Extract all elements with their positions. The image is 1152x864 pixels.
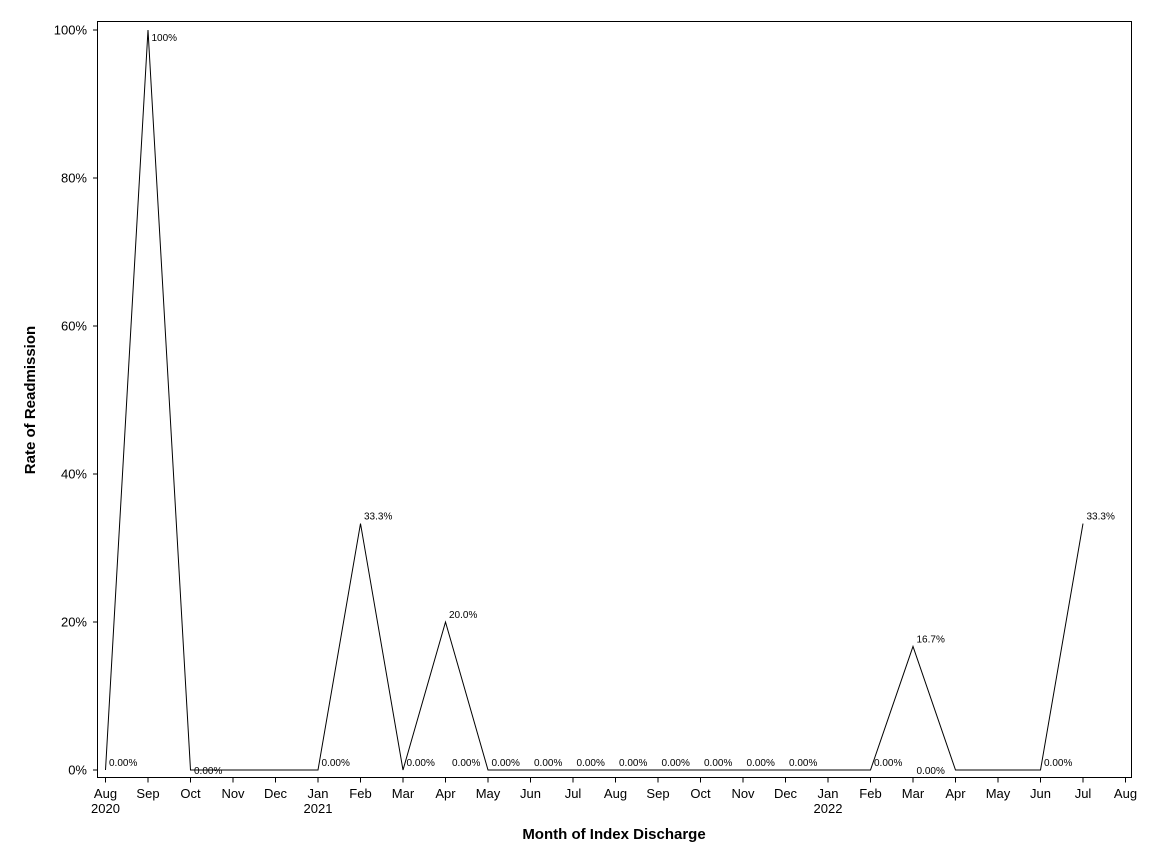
data-label: 0.00% xyxy=(1044,758,1072,769)
y-tick-label: 60% xyxy=(61,319,87,334)
data-label: 0.00% xyxy=(194,766,222,777)
x-tick-label: Jun xyxy=(1030,786,1051,801)
x-tick-label: Jun xyxy=(520,786,541,801)
data-label: 33.3% xyxy=(364,512,392,523)
x-tick-label: May xyxy=(986,786,1011,801)
x-tick-label: Nov xyxy=(221,786,245,801)
data-label: 0.00% xyxy=(874,758,902,769)
x-tick-label: Feb xyxy=(349,786,371,801)
y-tick-label: 20% xyxy=(61,615,87,630)
data-label: 0.00% xyxy=(747,758,775,769)
data-label: 0.00% xyxy=(619,758,647,769)
x-axis-title: Month of Index Discharge xyxy=(522,826,705,843)
x-tick-label: Dec xyxy=(264,786,288,801)
data-label: 0.00% xyxy=(407,758,435,769)
y-tick-label: 100% xyxy=(54,23,88,38)
data-label: 0.00% xyxy=(789,758,817,769)
x-tick-label: Sep xyxy=(646,786,669,801)
x-tick-label: Jul xyxy=(1075,786,1092,801)
data-label: 0.00% xyxy=(109,758,137,769)
y-tick-label: 0% xyxy=(68,763,87,778)
x-tick-label: Mar xyxy=(902,786,925,801)
x-tick-label: Aug xyxy=(94,786,117,801)
x-tick-label: Sep xyxy=(136,786,159,801)
series-group xyxy=(105,29,1084,771)
y-tick-label: 80% xyxy=(61,171,87,186)
y-tick-label: 40% xyxy=(61,467,87,482)
x-tick-label: Jul xyxy=(565,786,582,801)
x-year-label: 2021 xyxy=(304,801,333,816)
x-tick-label: Oct xyxy=(690,786,711,801)
x-tick-label: May xyxy=(476,786,501,801)
x-axis: Aug Sep Oct Nov Dec Jan Feb Mar Apr May Jun Jul Aug S… xyxy=(91,777,1137,816)
data-label: 0.00% xyxy=(577,758,605,769)
data-label: 33.3% xyxy=(1087,512,1115,523)
x-tick-label: Aug xyxy=(1114,786,1137,801)
plot-frame xyxy=(97,21,1132,778)
data-label: 20.0% xyxy=(449,610,477,621)
x-tick-label: Jan xyxy=(308,786,329,801)
data-labels: 0.00% 100% 0.00% 0.00% 33.3% 0.00% 20.0% 0.00% 0… xyxy=(109,33,1115,777)
x-tick-label: Apr xyxy=(945,786,966,801)
data-label: 100% xyxy=(152,33,178,44)
x-tick-label: Aug xyxy=(604,786,627,801)
data-label: 0.00% xyxy=(534,758,562,769)
data-label: 0.00% xyxy=(662,758,690,769)
data-label: 0.00% xyxy=(322,758,350,769)
x-tick-label: Mar xyxy=(392,786,415,801)
x-tick-label: Nov xyxy=(731,786,755,801)
series-line xyxy=(105,29,1084,771)
x-year-label: 2022 xyxy=(814,801,843,816)
x-year-label: 2020 xyxy=(91,801,120,816)
x-tick-label: Feb xyxy=(859,786,881,801)
x-tick-label: Dec xyxy=(774,786,798,801)
data-label: 0.00% xyxy=(492,758,520,769)
data-label: 0.00% xyxy=(704,758,732,769)
y-axis: 0% 20% 40% 60% 80% 100% xyxy=(54,23,98,778)
x-tick-label: Jan xyxy=(818,786,839,801)
data-label: 16.7% xyxy=(917,634,945,645)
y-axis-title: Rate of Readmission xyxy=(22,326,39,474)
data-label: 0.00% xyxy=(917,766,945,777)
x-tick-label: Oct xyxy=(180,786,201,801)
x-tick-label: Apr xyxy=(435,786,456,801)
data-label: 0.00% xyxy=(452,758,480,769)
